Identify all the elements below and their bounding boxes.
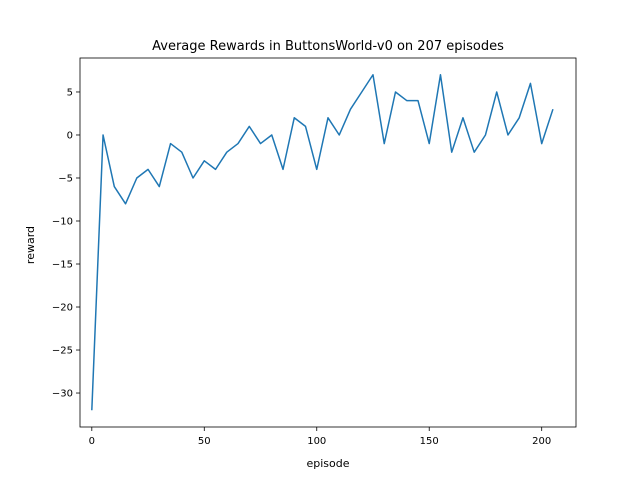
plot-frame xyxy=(79,57,577,428)
x-axis-label: episode xyxy=(306,457,349,470)
chart-title: Average Rewards in ButtonsWorld-v0 on 20… xyxy=(152,39,504,54)
plot-area: 0 50 100 150 200 −30 −25 −20 −15 −10 −5 0 5 xyxy=(52,57,577,447)
x-tick-label: 50 xyxy=(198,436,211,447)
x-tick-label: 200 xyxy=(532,436,551,447)
x-tick-label: 150 xyxy=(420,436,439,447)
reward-series-line xyxy=(91,74,554,411)
y-tick-label: 5 xyxy=(67,87,73,98)
y-tick-label: −5 xyxy=(58,173,73,184)
x-tick-label: 0 xyxy=(89,436,95,447)
y-tick-label: 0 xyxy=(67,130,73,141)
y-tick-label: −20 xyxy=(52,303,73,314)
y-tick-label: −10 xyxy=(52,216,73,227)
y-axis-label: reward xyxy=(24,226,37,264)
y-tick-label: −30 xyxy=(52,389,73,400)
y-tick-label: −15 xyxy=(52,260,73,271)
y-tick-label: −25 xyxy=(52,346,73,357)
x-tick-label: 100 xyxy=(307,436,326,447)
